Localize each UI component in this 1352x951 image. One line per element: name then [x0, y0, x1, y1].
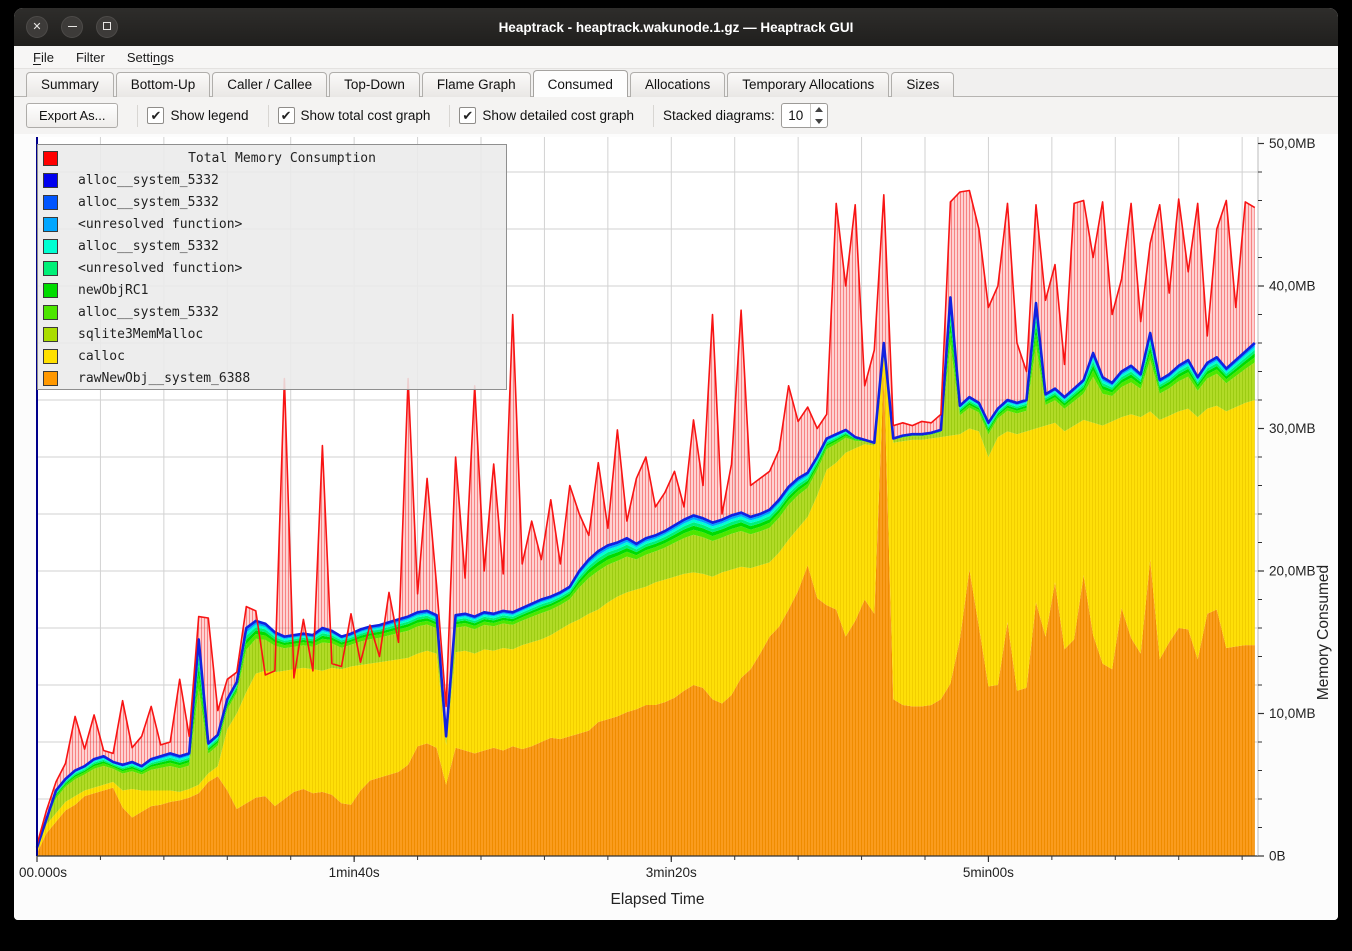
series-stack-top-line: [35, 296, 1256, 848]
y-axis-tick-label: 10,0MB: [1269, 706, 1316, 721]
legend-swatch: [43, 216, 58, 232]
x-axis-tick-label: 3min20s: [646, 865, 697, 880]
y-axis-tick-label: 40,0MB: [1269, 279, 1316, 294]
toolbar-separator: [137, 104, 139, 127]
legend-item: calloc: [38, 345, 506, 367]
legend-item: alloc__system_5332: [38, 301, 506, 323]
checkbox-label: Show detailed cost graph: [482, 108, 634, 123]
consumed-chart: 00.000s 1min40s 3min20s 5min00s 0B 10,0MB 20,0…: [14, 134, 1338, 920]
window-title: Heaptrack - heaptrack.wakunode.1.gz — He…: [498, 19, 854, 35]
legend-label: alloc__system_5332: [78, 304, 219, 320]
checkbox-show-detailed-cost-graph[interactable]: ✔ Show detailed cost graph: [459, 107, 634, 124]
legend-swatch: [43, 348, 58, 364]
stacked-diagrams-stepper[interactable]: 10: [780, 103, 828, 128]
title-bar: ✕ Heaptrack - heaptrack.wakunode.1.gz — …: [14, 8, 1338, 46]
series-rawnewobj-area: [37, 371, 1255, 856]
checkbox-box[interactable]: ✔: [277, 107, 295, 124]
legend-label: Total Memory Consumption: [188, 150, 376, 166]
legend-item: rawNewObj__system_6388: [38, 367, 506, 389]
x-axis-tick-label: 5min00s: [963, 865, 1014, 880]
tab-flame-graph[interactable]: Flame Graph: [421, 72, 531, 97]
tab-allocations[interactable]: Allocations: [629, 72, 726, 97]
tab-bar: Summary Bottom-Up Caller / Callee Top-Down F…: [14, 69, 1338, 97]
legend-item: alloc__system_5332: [38, 235, 506, 257]
legend-swatch: [43, 282, 58, 298]
x-axis-tick-label: 00.000s: [19, 865, 67, 880]
legend-label: calloc: [78, 348, 125, 364]
y-axis-tick-label: 30,0MB: [1269, 421, 1316, 436]
stacked-diagrams-label: Stacked diagrams:: [662, 108, 775, 123]
toolbar: Export As... ✔ Show legend ✔ Show total cos…: [14, 97, 1338, 134]
tab-top-down[interactable]: Top-Down: [329, 72, 420, 97]
legend-item: newObjRC1: [38, 279, 506, 301]
tab-bottom-up[interactable]: Bottom-Up: [115, 72, 211, 97]
checkbox-label: Show legend: [170, 108, 249, 123]
menu-item-filter[interactable]: Filter: [75, 49, 105, 65]
stacked-diagrams-value: 10: [788, 108, 804, 123]
legend-label: sqlite3MemMalloc: [78, 326, 204, 342]
toolbar-separator: [652, 104, 654, 127]
legend-label: <unresolved function>: [78, 216, 243, 232]
menu-item-settings[interactable]: Settings: [126, 49, 174, 65]
legend-swatch: [43, 370, 58, 386]
tab-temporary-allocations[interactable]: Temporary Allocations: [727, 72, 890, 97]
y-axis-tick-label: 0B: [1269, 849, 1286, 864]
x-axis-tick-label: 1min40s: [329, 865, 380, 880]
legend-swatch: [43, 260, 58, 276]
tab-caller-callee[interactable]: Caller / Callee: [212, 72, 328, 97]
legend-swatch: [43, 172, 58, 188]
chart-legend: Total Memory Consumption alloc__system_53…: [37, 144, 507, 390]
series-total-consumed-area: [37, 190, 1255, 848]
legend-label: alloc__system_5332: [78, 238, 219, 254]
legend-label: alloc__system_5332: [78, 194, 219, 210]
x-axis-title: Elapsed Time: [611, 891, 705, 908]
legend-item: alloc__system_5332: [38, 191, 506, 213]
toolbar-separator: [449, 104, 451, 127]
checkbox-label: Show total cost graph: [300, 108, 431, 123]
legend-item: <unresolved function>: [38, 213, 506, 235]
export-as-button[interactable]: Export As...: [26, 103, 119, 128]
checkbox-show-total-cost-graph[interactable]: ✔ Show total cost graph: [277, 107, 431, 124]
checkbox-show-legend[interactable]: ✔ Show legend: [147, 107, 249, 124]
menu-item-file[interactable]: File: [33, 49, 54, 65]
legend-label: <unresolved function>: [78, 260, 243, 276]
app-window: ✕ Heaptrack - heaptrack.wakunode.1.gz — …: [14, 8, 1338, 920]
legend-item: Total Memory Consumption: [38, 147, 506, 169]
y-axis-tick-label: 50,0MB: [1269, 136, 1316, 151]
legend-label: rawNewObj__system_6388: [78, 370, 251, 386]
legend-item: sqlite3MemMalloc: [38, 323, 506, 345]
minimize-icon[interactable]: [61, 16, 83, 38]
maximize-icon[interactable]: [96, 16, 118, 38]
legend-item: alloc__system_5332: [38, 169, 506, 191]
tab-summary[interactable]: Summary: [26, 72, 114, 97]
legend-label: newObjRC1: [78, 282, 149, 298]
legend-label: alloc__system_5332: [78, 172, 219, 188]
series-total-line: [36, 189, 1256, 845]
consumed-chart-plot[interactable]: 00.000s 1min40s 3min20s 5min00s 0B 10,0MB 20,0…: [14, 134, 1338, 920]
tab-sizes[interactable]: Sizes: [891, 72, 955, 97]
legend-swatch: [43, 238, 58, 254]
series-band-area-0: [37, 344, 1255, 851]
checkbox-box[interactable]: ✔: [459, 107, 477, 124]
legend-swatch: [43, 304, 58, 320]
menu-bar: File Filter Settings: [14, 46, 1338, 69]
checkbox-box[interactable]: ✔: [147, 107, 165, 124]
y-axis-tick-label: 20,0MB: [1269, 564, 1316, 579]
toolbar-separator: [267, 104, 269, 127]
legend-swatch: [43, 326, 58, 342]
y-axis-title: Memory Consumed: [1315, 565, 1332, 700]
legend-item: <unresolved function>: [38, 257, 506, 279]
tab-consumed[interactable]: Consumed: [532, 70, 628, 97]
spin-up-icon[interactable]: [811, 104, 827, 116]
legend-swatch: [43, 150, 58, 166]
legend-swatch: [43, 194, 58, 210]
close-icon[interactable]: ✕: [26, 16, 48, 38]
series-calloc-area: [37, 357, 1255, 854]
spin-down-icon[interactable]: [811, 116, 827, 128]
